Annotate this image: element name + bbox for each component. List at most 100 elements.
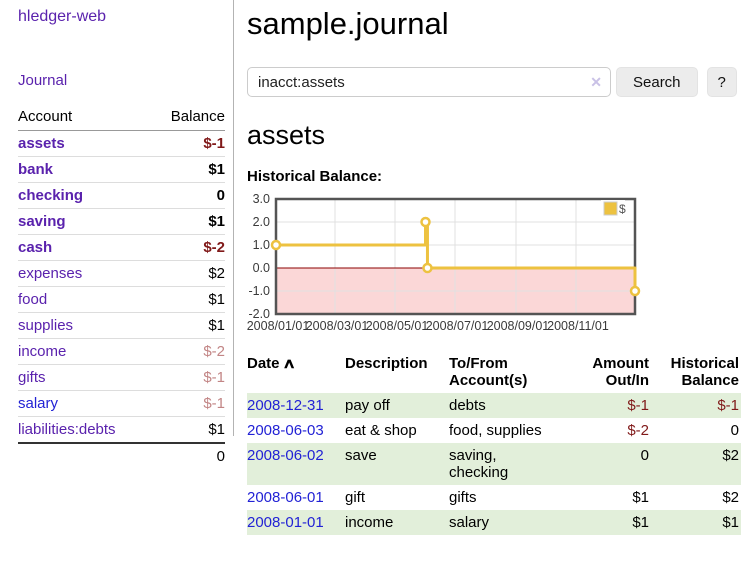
x-axis-tick: 2008/11/01: [547, 319, 609, 333]
plot-border: [274, 197, 637, 316]
x-axis-tick: 2008/03/01: [306, 319, 369, 333]
main-content: sample.journal ✕ Search ? assets Histori…: [233, 0, 742, 582]
account-link-income[interactable]: income: [18, 343, 67, 360]
y-axis-tick: 3.0: [253, 192, 270, 206]
data-point-marker: [420, 216, 431, 228]
account-balance: $2: [151, 260, 225, 287]
account-balance: $-2: [151, 338, 225, 365]
accounts-total-row: 0: [18, 442, 225, 469]
transaction-balance: $1: [651, 510, 741, 535]
sidebar-item-journal[interactable]: Journal: [18, 72, 68, 89]
accounts-total: 0: [151, 442, 225, 469]
account-row: expenses $2: [18, 260, 225, 287]
transaction-accounts: gifts: [449, 489, 477, 506]
transaction-balance: 0: [730, 422, 739, 439]
account-row: gifts $-1: [18, 364, 225, 391]
account-balance: $1: [151, 416, 225, 443]
account-row: saving $1: [18, 208, 225, 235]
transaction-row[interactable]: 2008-01-01 income salary $1 $1: [247, 510, 741, 535]
account-balance: $-1: [151, 390, 225, 417]
transaction-date-link[interactable]: 2008-06-03: [247, 422, 324, 439]
column-header-description: Description: [345, 355, 428, 372]
transaction-description: save: [345, 443, 449, 485]
transaction-row[interactable]: 2008-06-02 save saving, checking 0 $2: [247, 443, 741, 485]
transaction-row[interactable]: 2008-06-01 gift gifts $1 $2: [247, 485, 741, 510]
brand-link[interactable]: hledger-web: [18, 8, 107, 25]
account-link-supplies[interactable]: supplies: [18, 317, 74, 334]
account-row: income $-2: [18, 338, 225, 365]
account-link-gifts[interactable]: gifts: [18, 369, 46, 386]
account-balance: $1: [151, 312, 225, 339]
transaction-balance: $-1: [651, 393, 741, 418]
account-balance: $1: [151, 156, 225, 183]
help-button[interactable]: ?: [706, 67, 737, 97]
transaction-description: gift: [345, 489, 366, 506]
transaction-balance: $2: [722, 489, 739, 506]
account-balance: $1: [151, 208, 225, 235]
account-link-liabilities:debts[interactable]: liabilities:debts: [18, 421, 116, 438]
transaction-amount: $-2: [627, 422, 649, 439]
account-link-assets[interactable]: assets: [18, 135, 65, 152]
transaction-date-link[interactable]: 2008-06-02: [247, 447, 324, 464]
transaction-row[interactable]: 2008-06-03 eat & shop food, supplies $-2…: [247, 418, 741, 443]
chart-legend: $: [601, 200, 626, 218]
account-balance: $-1: [203, 135, 225, 152]
transaction-date-link[interactable]: 2008-12-31: [247, 397, 324, 414]
clear-search-icon[interactable]: ✕: [590, 74, 602, 90]
transaction-date-link[interactable]: 2008-06-01: [247, 489, 324, 506]
register-account-title: assets: [247, 120, 326, 150]
account-row: checking 0: [18, 182, 225, 209]
x-axis-tick: 2008/07/01: [426, 319, 489, 333]
transaction-accounts: saving, checking: [449, 443, 581, 485]
sidebar: hledger-web Journal Account Balance asse…: [0, 0, 233, 582]
account-link-salary[interactable]: salary: [18, 395, 59, 412]
search-input[interactable]: [247, 67, 611, 97]
accounts-header-balance: Balance: [151, 105, 225, 131]
account-link-saving[interactable]: saving: [18, 213, 66, 230]
y-axis-tick: 0.0: [253, 261, 270, 275]
transaction-date-link[interactable]: 2008-01-01: [247, 514, 324, 531]
account-link-bank[interactable]: bank: [18, 161, 54, 178]
page-title: sample.journal: [247, 6, 449, 41]
y-axis-tick: -1.0: [248, 284, 270, 298]
column-header-amount: Amount Out/In: [592, 355, 649, 389]
y-axis-tick: -2.0: [248, 307, 270, 321]
accounts-table: Account Balance assets $-1 bank $1 check…: [18, 105, 225, 469]
transaction-accounts: debts: [449, 393, 581, 418]
transaction-description: income: [345, 510, 449, 535]
x-axis-tick: 2008/09/01: [487, 319, 550, 333]
y-axis-tick: 1.0: [253, 238, 270, 252]
account-row: salary $-1: [18, 390, 225, 417]
account-link-checking[interactable]: checking: [18, 187, 84, 204]
transaction-amount: 0: [581, 443, 651, 485]
account-link-cash[interactable]: cash: [18, 239, 53, 256]
transaction-accounts: salary: [449, 510, 581, 535]
chart-title: Historical Balance:: [247, 168, 383, 185]
account-row: assets $-1: [18, 131, 225, 157]
data-point-marker: [422, 262, 433, 274]
account-balance: $-1: [151, 364, 225, 391]
transaction-balance: $2: [651, 443, 741, 485]
account-link-food[interactable]: food: [18, 291, 48, 308]
sort-asc-icon: ∧: [281, 355, 296, 371]
x-axis-tick: 2008/01/01: [247, 319, 310, 333]
sidebar-divider: [233, 0, 234, 436]
account-balance: $-2: [151, 234, 225, 261]
historical-balance-chart: $3.0 2.0 1.0 0.0 -1.0 -2.0 2008/01/01 2008/03/0…: [247, 192, 742, 336]
accounts-header-account: Account: [18, 105, 152, 131]
y-axis-tick: 2.0: [253, 215, 270, 229]
account-link-expenses[interactable]: expenses: [18, 265, 83, 282]
account-balance: $1: [151, 286, 225, 313]
legend-swatch: [603, 201, 618, 216]
search-button[interactable]: Search: [616, 67, 698, 97]
data-point-marker: [270, 239, 282, 251]
legend-label: $: [619, 202, 626, 216]
column-header-date[interactable]: Date ∧: [247, 355, 296, 372]
transaction-description: pay off: [345, 393, 449, 418]
transaction-row[interactable]: 2008-12-31 pay off debts $-1 $-1: [247, 393, 741, 418]
account-row: bank $1: [18, 156, 225, 183]
account-row: supplies $1: [18, 312, 225, 339]
account-row: food $1: [18, 286, 225, 313]
search-form: ✕ Search ?: [247, 67, 742, 97]
transaction-description: eat & shop: [345, 422, 417, 439]
